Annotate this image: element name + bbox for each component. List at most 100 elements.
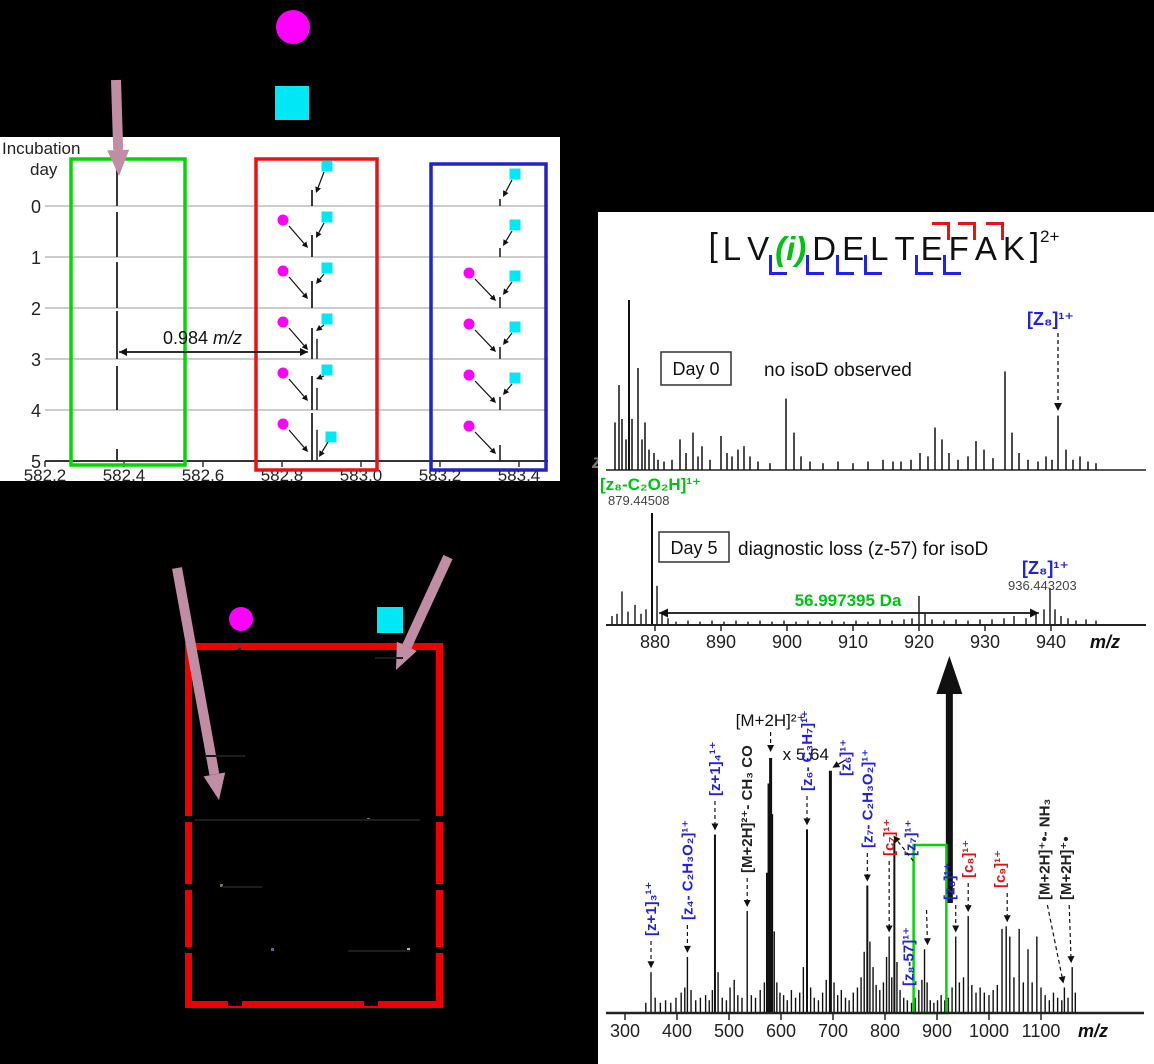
legend-magenta-circle-icon	[276, 10, 310, 44]
arrowhead	[1003, 915, 1011, 923]
x-tick-label: 920	[904, 632, 934, 652]
arrowhead	[503, 388, 510, 395]
arrowhead	[489, 294, 496, 301]
inset-border-tick	[432, 884, 446, 890]
arrow-line	[925, 909, 928, 939]
delta-annotation: 0.984 m/z	[163, 328, 242, 348]
residue: L	[864, 226, 888, 276]
x-tick-label: 940	[1036, 632, 1066, 652]
arrowhead	[301, 292, 308, 299]
residue: (i)	[769, 226, 806, 276]
spectrum-row	[116, 364, 521, 410]
z-ion-bracket	[942, 255, 961, 276]
magenta-circle-marker	[463, 420, 475, 432]
arrow-line	[474, 278, 493, 298]
day-label: 5	[31, 452, 41, 472]
arrowhead	[923, 938, 931, 946]
legend-cyan-square-icon	[275, 86, 309, 120]
residue: T	[894, 230, 915, 267]
caption: diagnostic loss (z-57) for isoD	[738, 539, 988, 560]
magenta-circle-marker	[277, 214, 289, 226]
ion-label: [z₈]¹⁺	[942, 863, 959, 900]
ion-label: [z₄- C₂H₃O₂]¹⁺	[679, 820, 696, 920]
arrowhead	[893, 835, 901, 844]
day-label: 0	[31, 197, 41, 217]
arrowhead	[832, 761, 841, 768]
z-ion-bracket	[864, 255, 883, 276]
arrowhead	[964, 905, 972, 913]
residue: E	[914, 222, 950, 276]
arrow-line	[288, 276, 305, 295]
arrowhead	[503, 338, 509, 345]
arrow-line	[288, 327, 305, 346]
cyan-square-marker	[509, 168, 521, 180]
magenta-circle-marker	[277, 265, 289, 277]
ion-label: [z₆- C₃H₇]¹⁺	[799, 710, 816, 791]
arrowhead	[316, 277, 323, 284]
ion-label: [z₇]¹⁺	[902, 820, 919, 856]
peptide-sequence: [L V (i) D E L T E F A K]2+	[628, 222, 1140, 276]
arrow-line	[288, 429, 305, 448]
arrow-line	[474, 329, 493, 349]
arrowhead	[503, 288, 509, 295]
ion-label-z8: [Z₈]¹⁺	[1027, 309, 1074, 329]
incubation-day-panel: Incubation day 0 1 2 3 4 5 582.2 582.4 582.6 582.8 5…	[0, 137, 560, 485]
arrowhead	[1058, 975, 1066, 984]
incubation-label: day	[30, 160, 58, 179]
ion-label-z8: [Z₈]¹⁺	[1022, 558, 1069, 578]
arrow-line	[506, 383, 513, 391]
arrow-line	[321, 375, 325, 378]
x-tick-label: 582.4	[103, 466, 146, 485]
magenta-circle-marker	[463, 369, 475, 381]
sequence-close-bracket: ]2+	[1029, 226, 1060, 263]
x-tick-label: 1100	[1022, 1021, 1061, 1041]
arrowhead	[316, 325, 323, 331]
spectrum-row	[116, 262, 521, 308]
ion-label: [c₉]¹⁺	[992, 850, 1009, 888]
cyan-square-marker	[509, 321, 521, 333]
spectrum-row	[116, 413, 501, 461]
z-ion-bracket	[806, 255, 825, 276]
arrowhead	[489, 447, 496, 454]
day-label: 4	[31, 401, 41, 421]
arrowhead	[489, 396, 496, 403]
arrowhead	[319, 450, 325, 457]
arrow-line	[1068, 904, 1072, 957]
inset-legend-magenta-circle-icon	[229, 607, 253, 631]
cyan-square-marker	[509, 372, 521, 384]
arrow-line	[474, 380, 493, 400]
inset-legend-cyan-square-icon	[377, 607, 403, 633]
cyan-square-marker	[321, 313, 333, 325]
x-axis-label: m/z	[1090, 632, 1120, 652]
residue: A	[975, 222, 1004, 272]
sequence-charge: 2+	[1040, 227, 1060, 246]
cyan-square-marker	[325, 431, 337, 443]
cyan-square-marker	[321, 211, 333, 223]
incubation-label: Incubation	[2, 139, 80, 158]
z-ion-bracket	[914, 255, 933, 276]
inset-border-tick	[178, 947, 192, 953]
big-arrow-head	[936, 656, 963, 694]
inset-border-tick	[178, 816, 192, 822]
x-tick-label: 582.2	[24, 466, 67, 485]
arrowhead	[743, 900, 751, 907]
x-tick-label: 600	[766, 1021, 796, 1041]
zoom-inset-red-box	[185, 643, 443, 1008]
residue: L	[722, 230, 742, 267]
day-box	[660, 351, 732, 386]
x-tick-label: 910	[838, 632, 868, 652]
arrowhead	[503, 239, 509, 246]
arrow-line	[319, 273, 325, 280]
arrow-line	[317, 171, 325, 188]
green-ion-mass: 879.44508	[608, 493, 669, 508]
day-label: Day 0	[672, 359, 719, 379]
magenta-circle-marker	[277, 367, 289, 379]
ion-label: [z₇- C₂H₃O₂]¹⁺	[859, 749, 876, 848]
x-tick-label: 700	[818, 1021, 848, 1041]
z-ion-bracket	[836, 255, 855, 276]
inset-border-tick	[364, 1000, 378, 1006]
arrow-line	[506, 332, 513, 341]
ion-label: [M+2H]⁺•- NH₃	[1036, 799, 1053, 900]
ion-label: [c₈]¹⁺	[960, 840, 977, 878]
arrowhead	[952, 925, 960, 933]
